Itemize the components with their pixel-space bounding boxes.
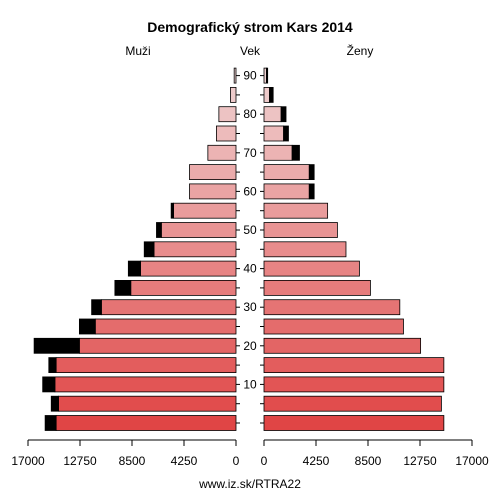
age-tick-label: 20: [243, 339, 257, 353]
age-tick-label: 40: [243, 262, 257, 276]
x-tick-label-right: 12750: [403, 454, 437, 468]
age-tick-label: 70: [243, 146, 257, 160]
male-excess-50-54: [156, 222, 162, 238]
chart-title: Demografický strom Kars 2014: [147, 19, 353, 35]
male-bar-65-69: [189, 164, 237, 181]
female-bar-60-64: [263, 183, 310, 200]
female-excess-75-79: [283, 125, 289, 142]
male-excess-10-14: [42, 376, 56, 393]
female-bar-30-34: [263, 299, 401, 316]
female-bar-15-19: [263, 357, 445, 374]
age-tick-label: 50: [243, 223, 257, 237]
male-excess-40-44: [127, 260, 141, 277]
male-bar-55-59: [173, 202, 237, 219]
male-bar-35-39: [130, 279, 237, 296]
left-label: Muži: [125, 44, 150, 58]
x-tick-label-right: 4250: [303, 454, 330, 468]
x-tick-label-left: 12750: [63, 454, 97, 468]
male-excess-35-39: [114, 279, 132, 296]
female-bar-50-54: [263, 222, 338, 238]
female-bar-40-44: [263, 260, 360, 277]
male-bar-25-29: [94, 318, 237, 335]
female-bar-55-59: [263, 202, 329, 219]
male-excess-30-34: [91, 299, 102, 316]
male-bar-10-14: [54, 376, 237, 393]
male-bar-50-54: [160, 222, 237, 238]
x-tick-label-right: 8500: [355, 454, 382, 468]
female-excess-70-74: [291, 144, 300, 161]
female-bar-20-24: [263, 337, 422, 354]
female-excess-85-89: [269, 87, 274, 103]
male-bar-0-4: [55, 415, 237, 431]
male-bar-30-34: [101, 299, 237, 316]
male-excess-0-4: [44, 415, 57, 431]
male-bar-85-89: [230, 87, 237, 103]
male-bar-80-84: [218, 106, 237, 123]
female-bar-85-89: [263, 87, 270, 103]
female-bar-75-79: [263, 125, 284, 142]
male-excess-15-19: [48, 357, 57, 374]
male-bar-15-19: [55, 357, 237, 374]
male-bar-70-74: [207, 144, 237, 161]
female-bar-25-29: [263, 318, 404, 335]
female-bar-45-49: [263, 241, 347, 258]
x-tick-label-left: 4250: [171, 454, 198, 468]
male-bar-5-9: [58, 395, 237, 412]
male-bar-90+: [233, 67, 237, 84]
age-axis: 10 20 30 40 50 60 70 80 90: [236, 69, 264, 424]
female-bar-70-74: [263, 144, 293, 161]
female-bar-0-4: [263, 415, 445, 431]
age-tick-label: 90: [243, 69, 257, 83]
female-excess-60-64: [308, 183, 315, 200]
female-excess-90+: [266, 67, 269, 84]
male-bars: [33, 67, 237, 431]
age-tick-label: 30: [243, 300, 257, 314]
male-bar-45-49: [153, 241, 237, 258]
female-bars: [263, 67, 445, 431]
male-excess-20-24: [33, 337, 80, 354]
female-bar-80-84: [263, 106, 282, 123]
female-bar-10-14: [263, 376, 445, 393]
x-tick-label-right: 17000: [455, 454, 489, 468]
female-excess-65-69: [308, 164, 315, 181]
male-bar-60-64: [189, 183, 237, 200]
x-tick-label-left: 8500: [119, 454, 146, 468]
female-excess-80-84: [280, 106, 287, 123]
right-label: Ženy: [347, 43, 374, 58]
male-bar-20-24: [78, 337, 237, 354]
x-tick-label-right: 0: [261, 454, 268, 468]
male-excess-5-9: [50, 395, 59, 412]
source-label: www.iz.sk/RTRA22: [198, 477, 301, 491]
male-excess-25-29: [78, 318, 96, 335]
age-tick-label: 60: [243, 184, 257, 198]
age-tick-label: 10: [243, 377, 257, 391]
x-tick-label-left: 0: [233, 454, 240, 468]
male-excess-45-49: [143, 241, 155, 258]
age-tick-label: 80: [243, 107, 257, 121]
female-bar-65-69: [263, 164, 310, 181]
male-bar-40-44: [140, 260, 237, 277]
female-bar-5-9: [263, 395, 442, 412]
center-label: Vek: [240, 44, 261, 58]
x-axis: 17000 12750 8500 4250 0 0 4250 8500 12750 17000: [11, 439, 489, 468]
x-tick-label-left: 17000: [11, 454, 45, 468]
male-bar-75-79: [216, 125, 237, 142]
female-bar-35-39: [263, 279, 371, 296]
male-excess-55-59: [170, 202, 174, 219]
